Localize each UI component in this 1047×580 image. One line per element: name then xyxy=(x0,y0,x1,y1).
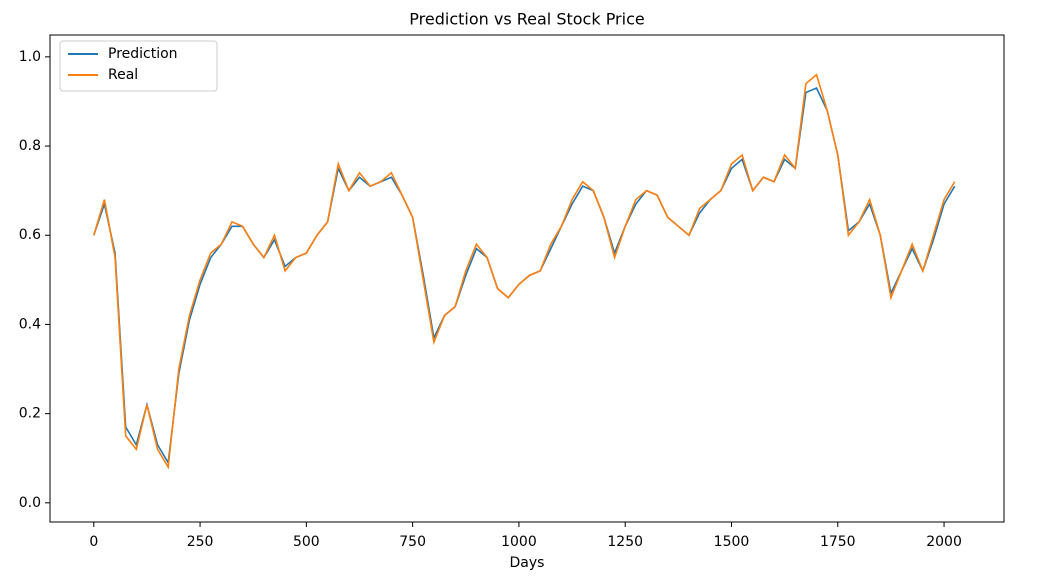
y-tick-label: 0.4 xyxy=(19,316,41,332)
y-tick-label: 0.6 xyxy=(19,227,41,243)
series-line xyxy=(93,73,956,470)
x-tick-label: 750 xyxy=(399,534,426,550)
x-tick-label: 1000 xyxy=(501,534,537,550)
series-line xyxy=(93,87,956,466)
x-tick-label: 500 xyxy=(293,534,320,550)
legend-label: Prediction xyxy=(108,46,178,62)
legend-label: Real xyxy=(108,67,138,83)
chart-title: Prediction vs Real Stock Price xyxy=(409,10,644,29)
legend-box xyxy=(59,40,218,92)
x-tick-label: 0 xyxy=(89,534,98,550)
plot-frame xyxy=(49,34,1005,523)
x-tick-label: 250 xyxy=(187,534,214,550)
x-tick-label: 1500 xyxy=(714,534,750,550)
y-tick-label: 0.0 xyxy=(19,495,41,511)
x-tick-label: 2000 xyxy=(926,534,962,550)
y-tick-label: 0.2 xyxy=(19,406,41,422)
x-tick-label: 1750 xyxy=(820,534,856,550)
x-tick-label: 1250 xyxy=(607,534,643,550)
y-tick-label: 0.8 xyxy=(19,138,41,154)
y-tick-label: 1.0 xyxy=(19,49,41,65)
x-axis-label: Days xyxy=(510,555,545,571)
